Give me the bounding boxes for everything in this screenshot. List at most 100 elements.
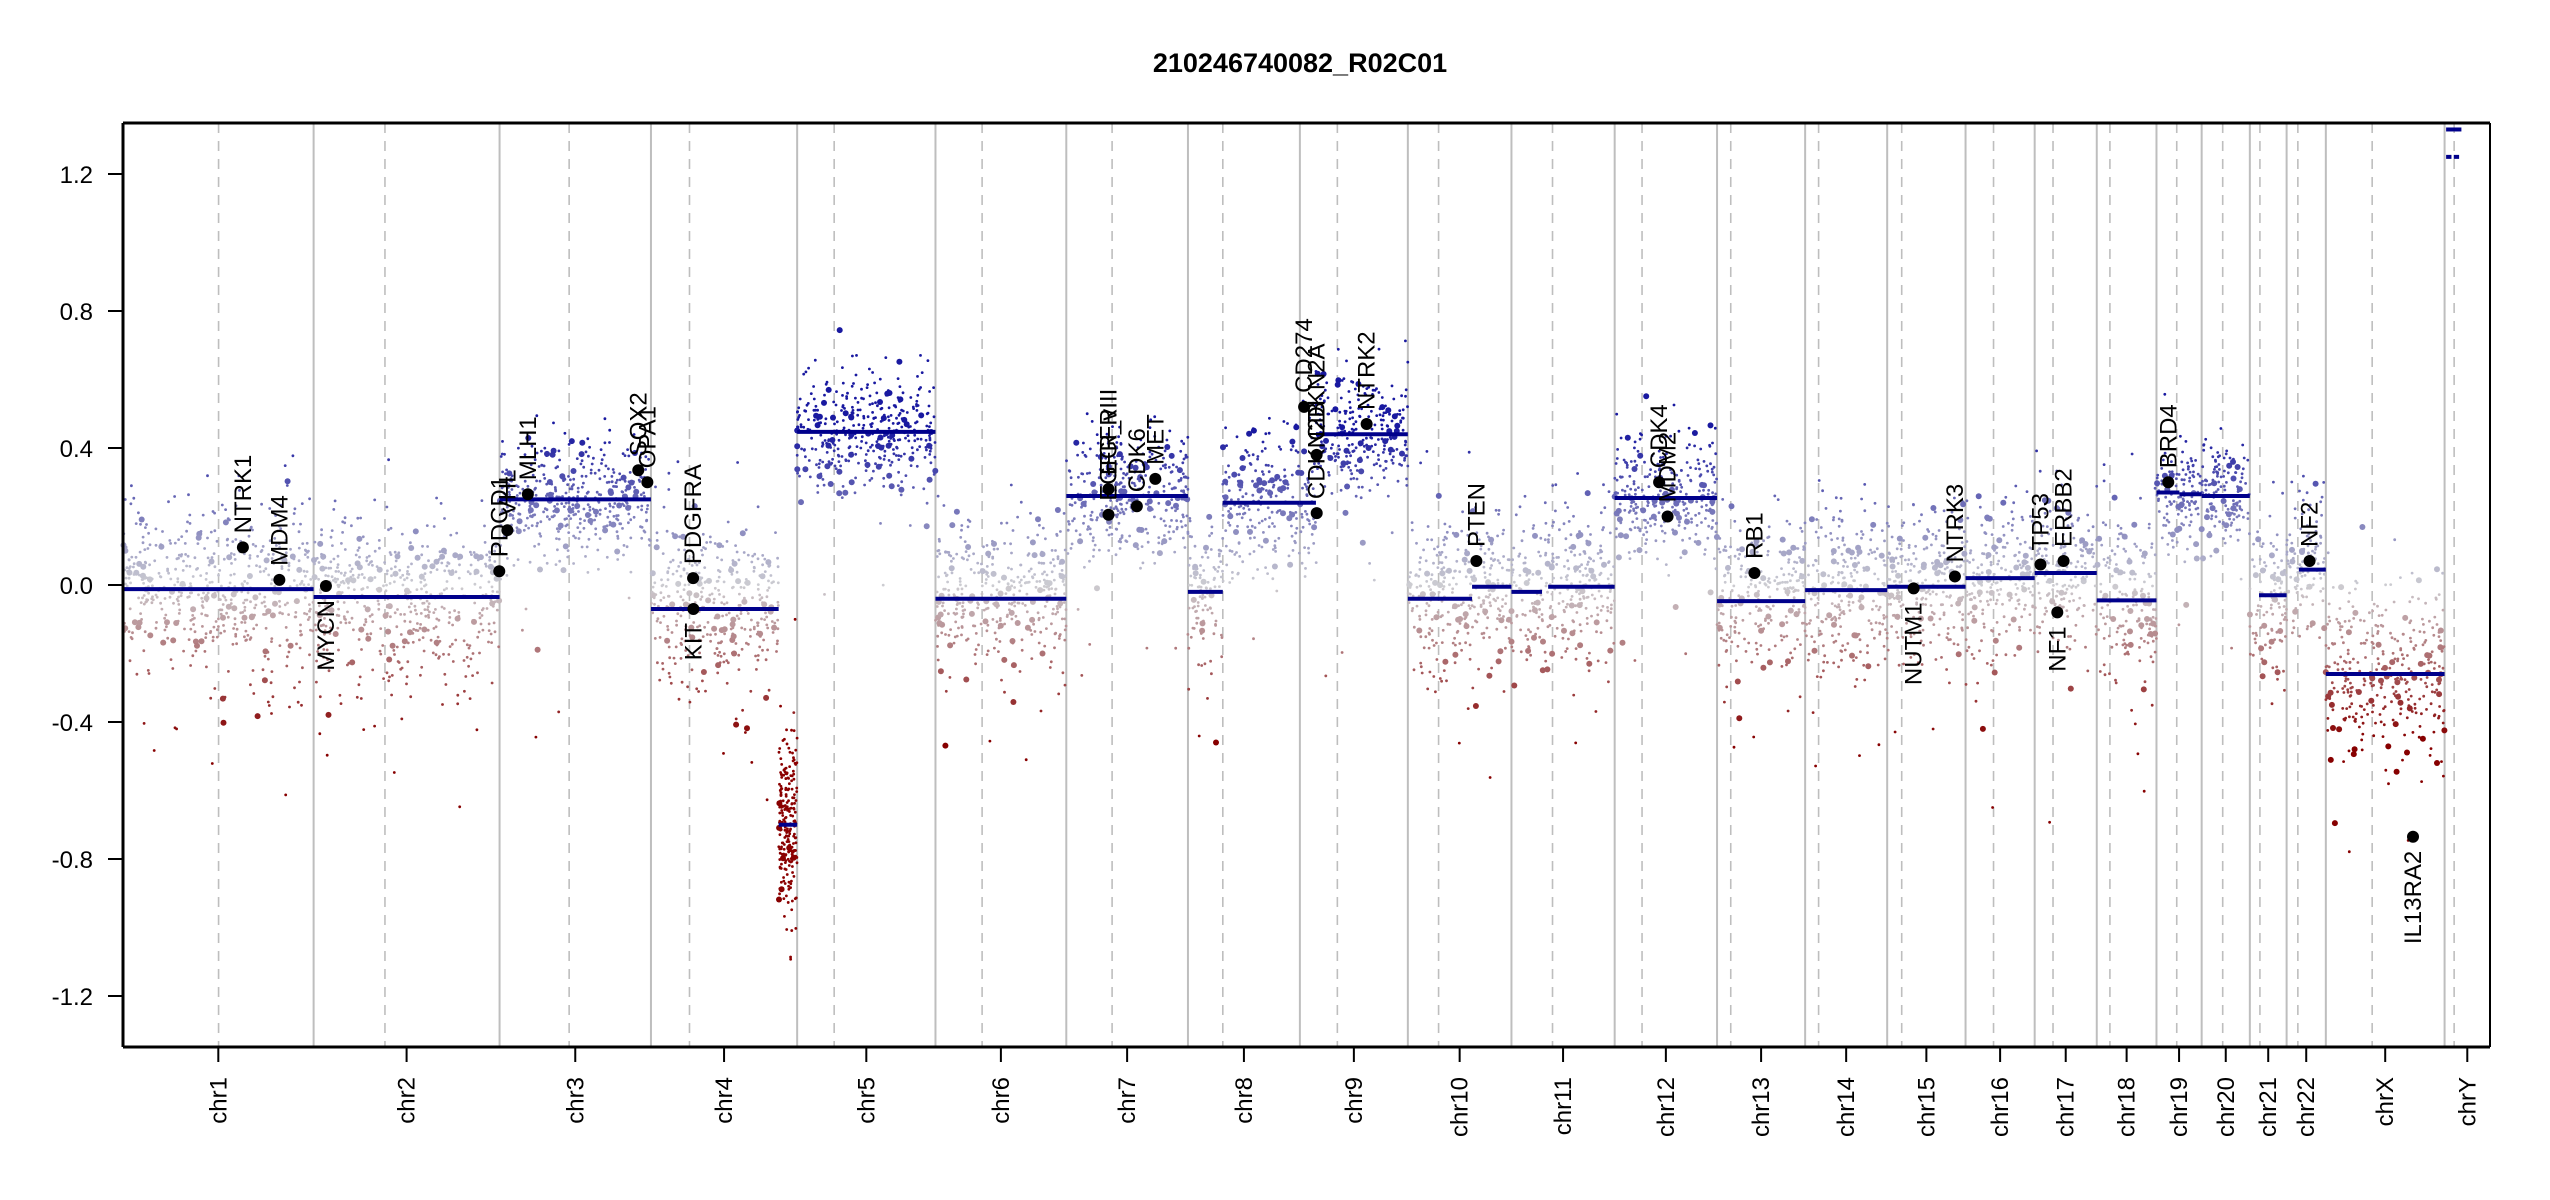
- probe-point: [713, 652, 717, 655]
- probe-point: [680, 680, 684, 684]
- probe-point: [469, 550, 472, 554]
- probe-point: [1786, 549, 1793, 556]
- probe-point: [336, 554, 340, 558]
- probe-point: [1785, 634, 1789, 638]
- probe-point: [1354, 446, 1358, 450]
- probe-point: [1300, 512, 1304, 516]
- probe-point: [829, 437, 836, 443]
- probe-point: [1247, 508, 1251, 511]
- probe-point: [714, 632, 717, 636]
- probe-point: [761, 601, 768, 608]
- probe-point: [1669, 468, 1672, 472]
- probe-point: [701, 586, 705, 590]
- probe-point: [512, 509, 515, 513]
- probe-point: [709, 639, 712, 643]
- probe-point: [1314, 370, 1318, 373]
- probe-point: [1507, 568, 1511, 572]
- probe-point: [1274, 494, 1278, 498]
- probe-point: [911, 451, 915, 455]
- probe-point: [924, 438, 928, 442]
- probe-point: [679, 641, 683, 645]
- probe-point: [283, 557, 287, 560]
- probe-point: [165, 625, 168, 629]
- probe-point: [669, 681, 673, 685]
- probe-point: [1607, 680, 1610, 684]
- probe-point: [1251, 453, 1255, 457]
- probe-point: [131, 619, 138, 626]
- probe-point: [320, 552, 323, 556]
- probe-point: [1291, 444, 1295, 448]
- probe-point: [348, 564, 352, 567]
- probe-point: [265, 608, 272, 615]
- probe-point: [194, 642, 200, 649]
- probe-point: [791, 796, 794, 800]
- probe-point: [1461, 510, 1464, 514]
- probe-point: [891, 422, 895, 425]
- probe-point: [611, 505, 615, 509]
- probe-point: [1199, 564, 1202, 567]
- probe-point: [230, 562, 233, 565]
- probe-point: [285, 638, 289, 642]
- probe-point: [592, 456, 595, 460]
- probe-point: [387, 458, 390, 462]
- probe-point: [1665, 452, 1668, 456]
- probe-point: [1294, 511, 1298, 514]
- probe-point: [1561, 600, 1565, 603]
- probe-point: [1708, 507, 1712, 511]
- probe-point: [393, 550, 397, 554]
- probe-point: [336, 600, 340, 604]
- probe-point: [1349, 469, 1352, 472]
- probe-point: [498, 590, 501, 594]
- probe-point: [1672, 403, 1676, 407]
- probe-point: [553, 486, 557, 489]
- probe-point: [258, 592, 262, 596]
- probe-point: [1435, 658, 1439, 661]
- probe-point: [1071, 519, 1074, 523]
- probe-point: [1314, 521, 1317, 524]
- probe-point: [1387, 446, 1394, 453]
- probe-point: [517, 446, 520, 450]
- probe-point: [270, 637, 274, 640]
- probe-point: [1235, 435, 1239, 439]
- probe-point: [969, 568, 973, 571]
- probe-point: [1428, 670, 1432, 674]
- probe-point: [726, 661, 730, 665]
- probe-point: [206, 536, 209, 540]
- probe-point: [509, 477, 513, 481]
- probe-point: [1326, 412, 1330, 416]
- probe-point: [188, 513, 192, 517]
- probe-point: [501, 470, 504, 474]
- probe-point: [130, 484, 133, 488]
- probe-point: [289, 547, 292, 551]
- probe-point: [340, 591, 344, 594]
- probe-point: [960, 524, 964, 527]
- probe-point: [343, 574, 346, 577]
- probe-point: [683, 583, 687, 587]
- probe-point: [1157, 541, 1161, 545]
- probe-point: [440, 605, 444, 609]
- probe-point: [1467, 604, 1471, 607]
- probe-point: [255, 564, 258, 567]
- probe-point: [1780, 552, 1784, 555]
- probe-point: [1792, 604, 1795, 608]
- probe-point: [776, 896, 782, 903]
- probe-point: [812, 418, 816, 422]
- probe-point: [1640, 507, 1647, 514]
- probe-point: [1837, 665, 1840, 669]
- probe-point: [468, 697, 472, 700]
- probe-point: [1593, 619, 1600, 626]
- probe-point: [473, 601, 477, 605]
- probe-point: [1300, 515, 1304, 519]
- probe-point: [1529, 630, 1532, 634]
- probe-point: [1629, 487, 1633, 491]
- probe-point: [1339, 396, 1343, 400]
- probe-point: [1488, 776, 1492, 779]
- probe-point: [1707, 488, 1711, 492]
- probe-point: [1200, 555, 1204, 559]
- probe-point: [1694, 532, 1698, 536]
- probe-point: [1339, 465, 1343, 469]
- probe-point: [1714, 567, 1718, 571]
- probe-point: [990, 570, 997, 577]
- probe-point: [176, 599, 180, 603]
- probe-point: [1653, 522, 1657, 526]
